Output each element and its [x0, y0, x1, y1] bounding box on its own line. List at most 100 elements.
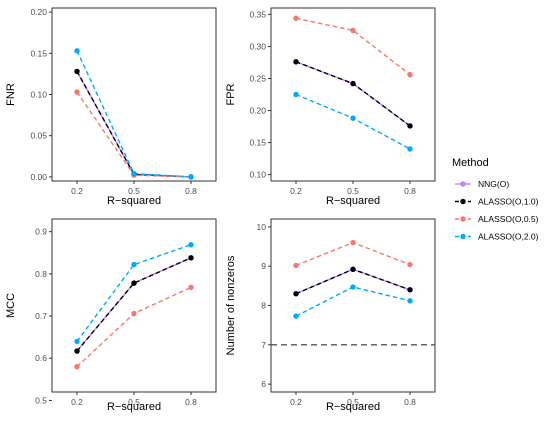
data-point — [293, 291, 299, 297]
series-ALASSO(O,1.0) — [74, 255, 194, 354]
x-tick-label: 0.5 — [128, 186, 140, 196]
x-axis-title: R−squared — [326, 195, 380, 207]
series-line — [76, 257, 192, 352]
series-ALASSO(O,1.0) — [293, 59, 413, 129]
data-point — [293, 262, 299, 269]
y-axis-title: Number of nonzeros — [225, 255, 237, 355]
y-tick-label: 0.30 — [249, 41, 266, 51]
x-tick-label: 0.2 — [71, 186, 83, 196]
y-tick-label: 0.9 — [35, 227, 47, 237]
data-point — [188, 174, 194, 180]
y-axis-title: FPR — [225, 83, 237, 105]
series-line — [295, 17, 411, 76]
y-tick-label: 9 — [261, 261, 266, 271]
legend: Method NNG(O) ALASSO(O,1.0) ALASSO(O,0.5) A… — [452, 157, 539, 242]
panel-frame — [270, 218, 436, 393]
y-tick-label: 0.25 — [249, 73, 266, 83]
y-tick-label: 7 — [261, 340, 266, 350]
data-point — [407, 123, 413, 129]
series-ALASSO(O,0.5) — [74, 284, 194, 370]
y-tick-label: 0.35 — [249, 9, 266, 19]
data-point — [350, 284, 356, 290]
x-axis-title: R−squared — [326, 401, 380, 413]
data-point — [293, 59, 299, 65]
y-axis-title: MCC — [5, 293, 17, 318]
data-point — [188, 242, 194, 248]
data-point — [74, 89, 80, 95]
y-axis-title: FNR — [5, 83, 17, 106]
data-point — [74, 338, 80, 345]
y-tick-label: 0.10 — [249, 170, 266, 180]
y-tick-label: 0.7 — [35, 311, 47, 321]
data-point — [407, 261, 413, 268]
legend-label: ALASSO(O,2.0) — [478, 232, 539, 242]
data-point — [293, 91, 299, 98]
data-point — [407, 287, 413, 293]
legend-label: NNG(O) — [478, 179, 509, 189]
data-point — [74, 363, 80, 370]
panel-bottom-left: 0.5 0.6 0.7 0.8 0.9 0.2 0.5 0.8 R−squared MCC — [5, 218, 217, 413]
panel-top-left: 0.00 0.05 0.10 0.15 0.20 0.2 0.5 0.8 R−squared FN… — [5, 7, 217, 207]
y-tick-label: 0.05 — [30, 131, 47, 141]
data-point — [407, 71, 413, 78]
panel-frame — [51, 218, 217, 393]
series-ALASSO(O,2.0) — [74, 48, 194, 180]
legend-label: ALASSO(O,0.5) — [478, 214, 539, 224]
series-line — [76, 244, 192, 342]
data-point — [131, 280, 137, 286]
y-tick-label: 0.20 — [30, 7, 47, 17]
x-tick-label: 0.2 — [290, 186, 302, 196]
legend-key-point — [460, 233, 466, 240]
data-point — [350, 266, 356, 273]
data-point — [74, 48, 80, 54]
legend-item: NNG(O) — [455, 179, 509, 189]
data-point — [74, 348, 80, 354]
series-ALASSO(O,0.5) — [293, 239, 413, 269]
y-tick-label: 6 — [261, 379, 266, 389]
panel-top-right: 0.10 0.15 0.20 0.25 0.30 0.35 0.2 0.5 0.8 R−squar… — [225, 7, 436, 207]
data-point — [131, 261, 137, 268]
data-point — [131, 310, 137, 317]
series-ALASSO(O,2.0) — [293, 284, 413, 319]
x-tick-label: 0.2 — [290, 397, 302, 407]
x-tick-label: 0.5 — [128, 397, 140, 407]
x-tick-label: 0.8 — [404, 186, 416, 196]
y-tick-label: 0.8 — [35, 269, 47, 279]
y-tick-label: 0.00 — [30, 172, 47, 182]
series-ALASSO(O,2.0) — [293, 91, 413, 152]
data-point — [350, 239, 356, 246]
series-ALASSO(O,0.5) — [293, 15, 413, 78]
data-point — [350, 80, 356, 87]
y-tick-label: 0.5 — [35, 395, 47, 405]
legend-item: ALASSO(O,1.0) — [455, 197, 539, 207]
x-tick-label: 0.8 — [404, 397, 416, 407]
x-axis-title: R−squared — [107, 195, 161, 207]
legend-label: ALASSO(O,1.0) — [478, 197, 539, 207]
series-ALASSO(O,2.0) — [74, 242, 194, 345]
y-tick-label: 0.20 — [249, 106, 266, 116]
data-point — [407, 298, 413, 304]
legend-key-point — [460, 216, 466, 222]
legend-key-point — [460, 198, 466, 205]
x-axis-title: R−squared — [107, 401, 161, 413]
data-point — [407, 146, 413, 152]
y-tick-label: 0.15 — [30, 48, 47, 58]
y-tick-label: 0.15 — [249, 138, 266, 148]
data-point — [188, 284, 194, 291]
data-point — [293, 313, 299, 319]
data-point — [293, 15, 299, 21]
data-point — [188, 255, 194, 261]
x-tick-label: 0.5 — [347, 397, 359, 407]
legend-item: ALASSO(O,2.0) — [455, 232, 539, 242]
series-line — [76, 71, 192, 178]
panel-bottom-right: 6 7 8 9 10 0.2 0.5 0.8 R−squared Number of nonzer… — [225, 218, 436, 413]
x-tick-label: 0.2 — [71, 397, 83, 407]
y-tick-label: 0.6 — [35, 353, 47, 363]
x-tick-label: 0.8 — [185, 397, 197, 407]
series-ALASSO(O,1.0) — [293, 266, 413, 297]
legend-key-point — [460, 181, 466, 187]
y-tick-label: 10 — [257, 222, 267, 232]
data-point — [74, 68, 80, 75]
